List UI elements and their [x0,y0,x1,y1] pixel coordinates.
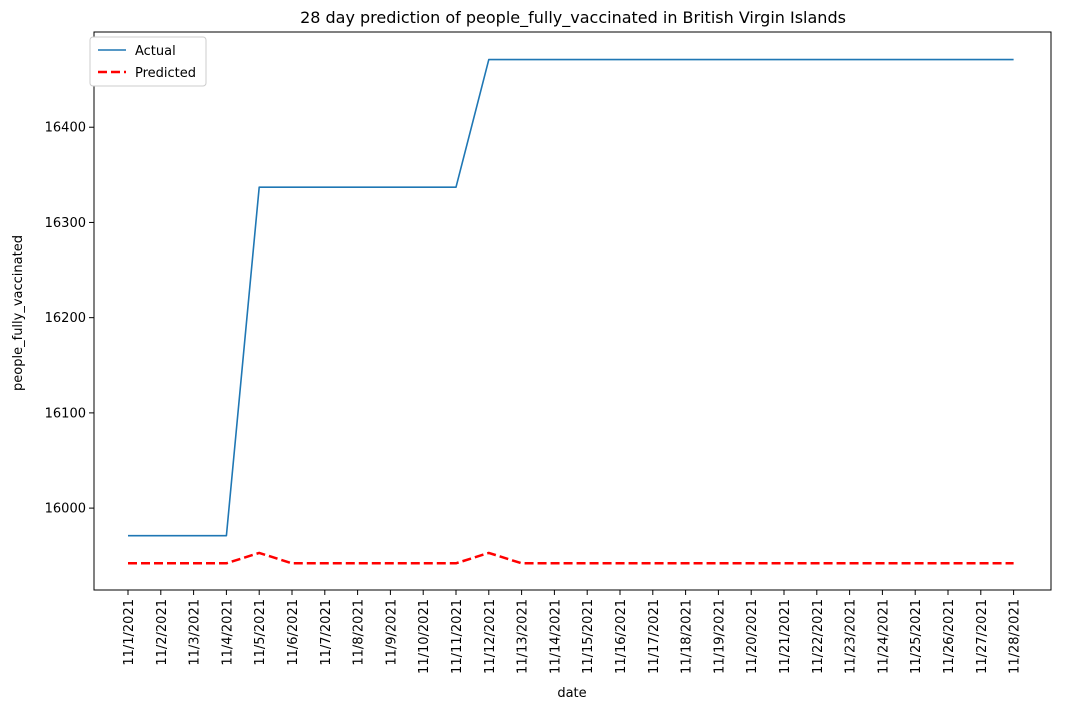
x-tick-label: 11/27/2021 [975,599,990,674]
y-axis-ticks: 16000 16100 16200 16300 16400 [45,121,94,517]
series-line-predicted [128,551,1014,565]
x-tick-label: 11/11/2021 [450,599,465,674]
x-tick-label: 11/10/2021 [417,599,432,674]
x-tick-label: 11/14/2021 [548,599,563,674]
x-tick-label: 11/2/2021 [155,599,170,666]
x-tick-label: 11/8/2021 [352,599,367,666]
x-tick-label: 11/28/2021 [1008,599,1023,674]
x-tick-label: 11/15/2021 [581,599,596,674]
x-tick-label: 11/22/2021 [811,599,826,674]
x-tick-label: 11/1/2021 [122,599,137,666]
legend: Actual Predicted [89,36,207,87]
x-tick-label: 11/6/2021 [286,599,301,666]
x-tick-label: 11/19/2021 [712,599,727,674]
x-tick-label: 11/20/2021 [745,599,760,674]
x-axis-label: date [557,686,586,701]
x-tick-label: 11/13/2021 [516,599,531,674]
x-tick-label: 11/26/2021 [942,599,957,674]
series-line-actual [128,58,1014,537]
y-tick-label: 16300 [45,216,86,231]
x-tick-label: 11/4/2021 [220,599,235,666]
legend-label-actual: Actual [135,44,176,59]
x-tick-label: 11/18/2021 [680,599,695,674]
legend-label-predicted: Predicted [135,66,196,81]
x-tick-label: 11/17/2021 [647,599,662,674]
x-tick-label: 11/7/2021 [319,599,334,666]
x-tick-label: 11/25/2021 [909,599,924,674]
chart-title: 28 day prediction of people_fully_vaccin… [300,8,846,28]
x-tick-label: 11/23/2021 [844,599,859,674]
plot-area-frame [93,31,1052,591]
x-tick-label: 11/9/2021 [384,599,399,666]
y-tick-label: 16100 [45,406,86,421]
x-axis-ticks: 11/1/2021 11/2/2021 11/3/2021 11/4/2021 11/5… [122,590,1023,674]
x-tick-label: 11/21/2021 [778,599,793,674]
y-tick-label: 16400 [45,121,86,136]
x-tick-label: 11/5/2021 [253,599,268,666]
x-tick-label: 11/3/2021 [188,599,203,666]
x-tick-label: 11/12/2021 [483,599,498,674]
y-tick-label: 16200 [45,311,86,326]
series-layer [128,58,1014,565]
y-tick-label: 16000 [45,502,86,517]
y-axis-label: people_fully_vaccinated [11,235,26,391]
x-tick-label: 11/16/2021 [614,599,629,674]
x-tick-label: 11/24/2021 [876,599,891,674]
